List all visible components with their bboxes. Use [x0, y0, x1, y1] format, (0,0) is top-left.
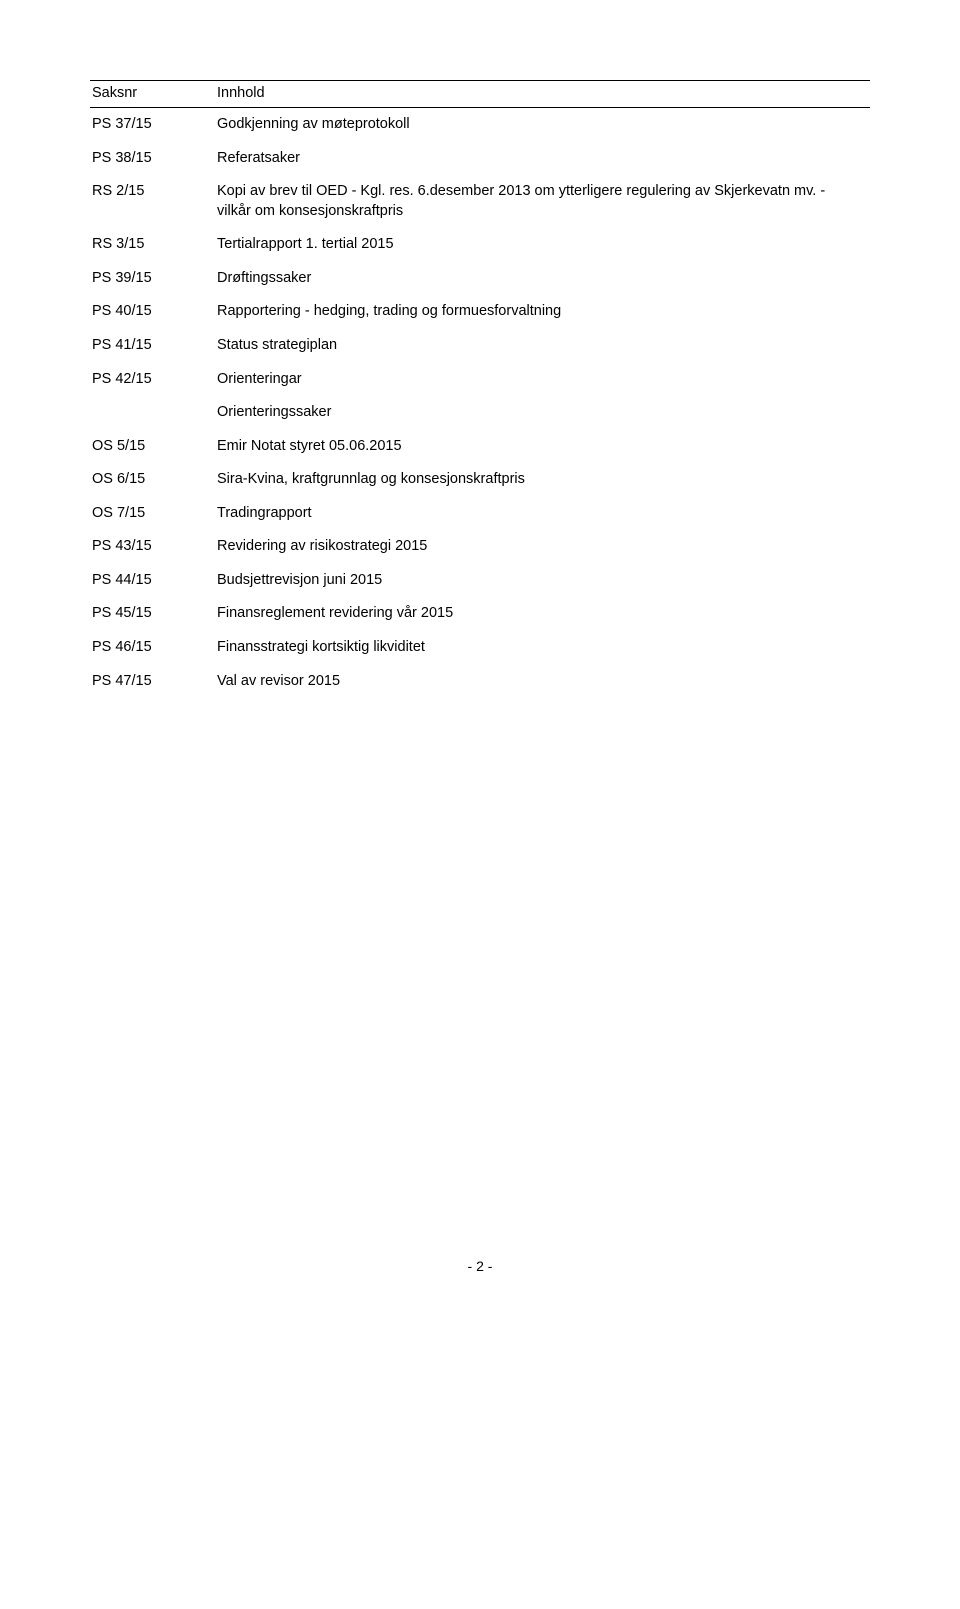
- cell-id: RS 2/15: [90, 175, 215, 228]
- cell-id: PS 42/15: [90, 363, 215, 397]
- cell-id: RS 3/15: [90, 228, 215, 262]
- cell-id: PS 43/15: [90, 530, 215, 564]
- cell-text: Val av revisor 2015: [215, 665, 870, 699]
- table-row: PS 47/15 Val av revisor 2015: [90, 665, 870, 699]
- table-row: PS 39/15 Drøftingssaker: [90, 262, 870, 296]
- cell-text: Status strategiplan: [215, 329, 870, 363]
- cell-id: PS 39/15: [90, 262, 215, 296]
- cell-id: PS 40/15: [90, 295, 215, 329]
- table-row: PS 38/15 Referatsaker: [90, 142, 870, 176]
- cell-text: Tradingrapport: [215, 497, 870, 531]
- cell-id: PS 38/15: [90, 142, 215, 176]
- table-row: PS 45/15 Finansreglement revidering vår …: [90, 597, 870, 631]
- cell-text: Kopi av brev til OED - Kgl. res. 6.desem…: [215, 175, 870, 228]
- cell-id: OS 7/15: [90, 497, 215, 531]
- cell-text: Budsjettrevisjon juni 2015: [215, 564, 870, 598]
- table-row: PS 46/15 Finansstrategi kortsiktig likvi…: [90, 631, 870, 665]
- cell-text: Revidering av risikostrategi 2015: [215, 530, 870, 564]
- table-row: PS 37/15 Godkjenning av møteprotokoll: [90, 108, 870, 142]
- table-header-row: Saksnr Innhold: [90, 81, 870, 108]
- table-row: PS 40/15 Rapportering - hedging, trading…: [90, 295, 870, 329]
- cell-text: Rapportering - hedging, trading og formu…: [215, 295, 870, 329]
- cell-id: PS 46/15: [90, 631, 215, 665]
- cell-id: PS 47/15: [90, 665, 215, 699]
- cell-text: Drøftingssaker: [215, 262, 870, 296]
- cell-id: PS 41/15: [90, 329, 215, 363]
- cell-text: Emir Notat styret 05.06.2015: [215, 430, 870, 464]
- table-row: PS 43/15 Revidering av risikostrategi 20…: [90, 530, 870, 564]
- table-row: OS 6/15 Sira-Kvina, kraftgrunnlag og kon…: [90, 463, 870, 497]
- cell-id: OS 5/15: [90, 430, 215, 464]
- table-row: PS 44/15 Budsjettrevisjon juni 2015: [90, 564, 870, 598]
- cell-text: Finansstrategi kortsiktig likviditet: [215, 631, 870, 665]
- header-innhold: Innhold: [215, 81, 870, 108]
- table-row: RS 2/15 Kopi av brev til OED - Kgl. res.…: [90, 175, 870, 228]
- cell-text: Godkjenning av møteprotokoll: [215, 108, 870, 142]
- agenda-table: Saksnr Innhold PS 37/15 Godkjenning av m…: [90, 80, 870, 698]
- cell-id: OS 6/15: [90, 463, 215, 497]
- table-row: RS 3/15 Tertialrapport 1. tertial 2015: [90, 228, 870, 262]
- cell-id: PS 45/15: [90, 597, 215, 631]
- table-row: Orienteringssaker: [90, 396, 870, 430]
- cell-text: Orienteringar: [215, 363, 870, 397]
- cell-id: [90, 396, 215, 430]
- cell-text: Sira-Kvina, kraftgrunnlag og konsesjonsk…: [215, 463, 870, 497]
- header-saksnr: Saksnr: [90, 81, 215, 108]
- table-row: PS 41/15 Status strategiplan: [90, 329, 870, 363]
- cell-text: Tertialrapport 1. tertial 2015: [215, 228, 870, 262]
- table-row: OS 7/15 Tradingrapport: [90, 497, 870, 531]
- table-row: OS 5/15 Emir Notat styret 05.06.2015: [90, 430, 870, 464]
- page-container: Saksnr Innhold PS 37/15 Godkjenning av m…: [0, 0, 960, 1334]
- cell-id: PS 37/15: [90, 108, 215, 142]
- cell-text: Finansreglement revidering vår 2015: [215, 597, 870, 631]
- cell-text: Orienteringssaker: [215, 396, 870, 430]
- table-row: PS 42/15 Orienteringar: [90, 363, 870, 397]
- cell-id: PS 44/15: [90, 564, 215, 598]
- cell-text: Referatsaker: [215, 142, 870, 176]
- page-number: - 2 -: [90, 1258, 870, 1274]
